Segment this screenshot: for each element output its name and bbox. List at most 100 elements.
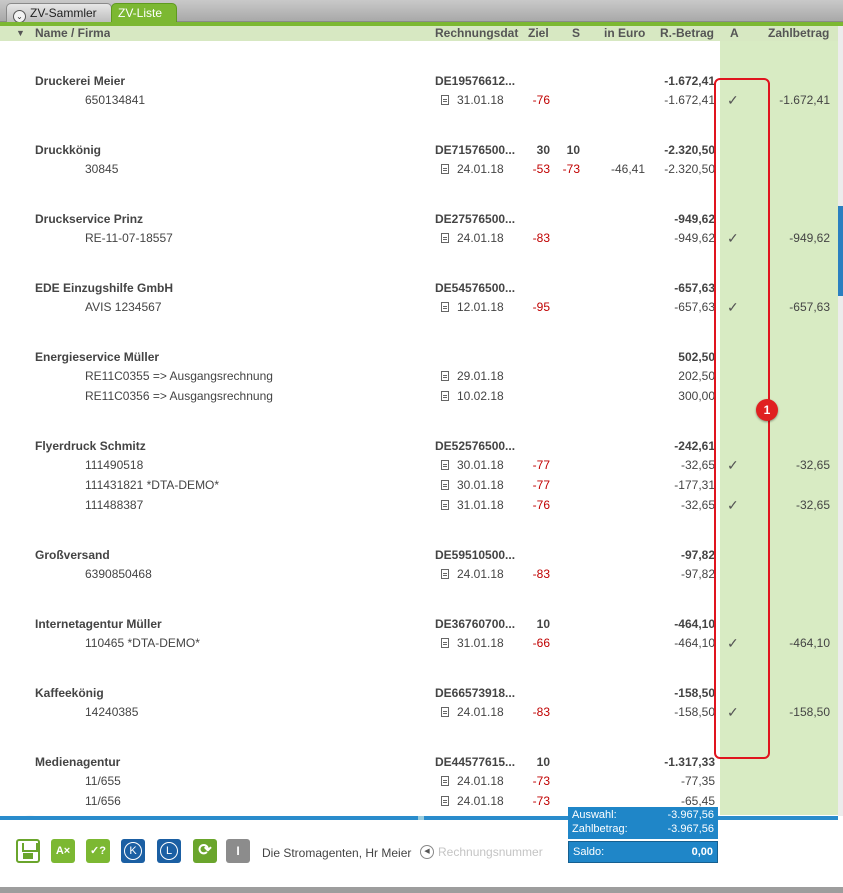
k-button[interactable]: K xyxy=(121,839,145,863)
invoice-reference[interactable]: RE-11-07-18557 xyxy=(85,231,173,245)
rechnungsnummer-search-input[interactable] xyxy=(438,843,558,861)
invoice-zahlbetrag: -158,50 xyxy=(789,705,830,719)
invoice-betrag: 300,00 xyxy=(678,389,715,403)
invoice-reference[interactable]: 11/655 xyxy=(85,774,121,788)
company-name: Druckerei Meier xyxy=(35,74,126,88)
document-icon[interactable] xyxy=(441,776,449,786)
invoice-ziel: -53 xyxy=(532,162,550,176)
col-name[interactable]: Name / Firma xyxy=(35,26,111,40)
invoice-reference[interactable]: 30845 xyxy=(85,162,119,176)
col-r-betrag[interactable]: R.-Betrag xyxy=(660,26,715,40)
check-icon[interactable]: ✓ xyxy=(727,230,739,246)
invoice-betrag: -1.672,41 xyxy=(664,93,715,107)
check-icon[interactable]: ✓ xyxy=(727,704,739,720)
document-icon[interactable] xyxy=(441,460,449,470)
invoice-reference[interactable]: 111490518 xyxy=(85,458,144,472)
invoice-ziel: -73 xyxy=(532,774,550,788)
l-button[interactable]: L xyxy=(157,839,181,863)
invoice-betrag: -949,62 xyxy=(674,231,715,245)
invoice-reference[interactable]: 650134841 xyxy=(85,93,146,107)
company-name: Energieservice Müller xyxy=(35,350,160,364)
invoice-reference[interactable]: 11/656 xyxy=(85,794,121,808)
invoice-ziel: -95 xyxy=(532,300,550,314)
invoice-betrag: -65,45 xyxy=(680,794,715,808)
column-a-background xyxy=(720,41,838,815)
col-a[interactable]: A xyxy=(730,26,739,40)
company-name: Flyerdruck Schmitz xyxy=(35,439,146,453)
invoice-betrag: -657,63 xyxy=(674,300,715,314)
invoice-reference[interactable]: 111431821 *DTA-DEMO* xyxy=(85,478,220,492)
back-arrow-icon[interactable]: ◀ xyxy=(420,845,434,859)
company-name: Kaffeekönig xyxy=(35,686,104,700)
check-icon[interactable]: ✓ xyxy=(727,299,739,315)
document-icon[interactable] xyxy=(441,500,449,510)
clear-selection-button[interactable]: A× xyxy=(51,839,75,863)
invoice-reference[interactable]: AVIS 1234567 xyxy=(85,300,162,314)
col-s[interactable]: S xyxy=(572,26,581,40)
company-total: -1.317,33 xyxy=(664,755,715,769)
document-icon[interactable] xyxy=(441,480,449,490)
invoice-reference[interactable]: RE11C0356 => Ausgangsrechnung xyxy=(85,389,273,403)
invoice-s: -73 xyxy=(562,162,580,176)
invoice-in-euro: -46,41 xyxy=(610,162,645,176)
document-icon[interactable] xyxy=(441,233,449,243)
col-zahlbetrag[interactable]: Zahlbetrag xyxy=(768,26,830,40)
info-icon: I xyxy=(236,844,240,858)
col-in-euro[interactable]: in Euro xyxy=(604,26,646,40)
check-icon[interactable]: ✓ xyxy=(727,497,739,513)
document-icon[interactable] xyxy=(441,796,449,806)
invoice-date: 10.02.18 xyxy=(457,389,504,403)
check-icon[interactable]: ✓ xyxy=(727,92,739,108)
check-icon[interactable]: ✓ xyxy=(727,457,739,473)
zahlbetrag-value: -3.967,56 xyxy=(667,823,714,835)
document-icon[interactable] xyxy=(441,164,449,174)
document-icon[interactable] xyxy=(441,302,449,312)
scrollbar-thumb[interactable] xyxy=(838,206,843,296)
invoice-betrag: -77,35 xyxy=(680,774,715,788)
tab-label: ZV-Sammler xyxy=(30,6,97,20)
document-icon[interactable] xyxy=(441,391,449,401)
invoice-reference[interactable]: 111488387 xyxy=(85,498,144,512)
invoice-reference[interactable]: 110465 *DTA-DEMO* xyxy=(85,636,200,650)
company-total: -97,82 xyxy=(680,548,715,562)
document-icon[interactable] xyxy=(441,707,449,717)
col-ziel[interactable]: Ziel xyxy=(528,26,549,40)
invoice-reference[interactable]: RE11C0355 => Ausgangsrechnung xyxy=(85,369,273,383)
invoice-zahlbetrag: -657,63 xyxy=(789,300,830,314)
invoice-date: 31.01.18 xyxy=(457,93,504,107)
refresh-icon: ⟳ xyxy=(198,842,212,859)
sort-arrow-icon[interactable]: ▼ xyxy=(16,28,25,38)
tab-zv-sammler[interactable]: ⌄ ZV-Sammler xyxy=(6,3,112,23)
company-total: -949,62 xyxy=(674,212,715,226)
invoice-ziel: -76 xyxy=(532,93,550,107)
company-total: -2.320,50 xyxy=(664,143,715,157)
company-total: -1.672,41 xyxy=(664,74,715,88)
check-icon[interactable]: ✓ xyxy=(727,635,739,651)
invoice-betrag: 202,50 xyxy=(678,369,715,383)
check-question-icon: ✓? xyxy=(90,845,106,857)
splitter-grip[interactable] xyxy=(418,816,424,820)
invoice-reference[interactable]: 14240385 xyxy=(85,705,139,719)
save-button[interactable] xyxy=(16,839,40,863)
document-icon[interactable] xyxy=(441,638,449,648)
company-name: Druckkönig xyxy=(35,143,102,157)
refresh-button[interactable]: ⟳ xyxy=(193,839,217,863)
company-ziel: 10 xyxy=(536,617,550,631)
info-button[interactable]: I xyxy=(226,839,250,863)
invoice-date: 30.01.18 xyxy=(457,458,504,472)
zv-list-grid: Druckerei Meier DE19576612... -1.672,41 650… xyxy=(0,41,838,815)
col-rechnungsdatum[interactable]: Rechnungsdat xyxy=(435,26,519,40)
document-icon[interactable] xyxy=(441,569,449,579)
tab-bar: ⌄ ZV-Sammler ZV-Liste xyxy=(0,0,843,23)
invoice-reference[interactable]: 6390850468 xyxy=(85,567,152,581)
company-name: Großversand xyxy=(35,548,110,562)
invoice-date: 29.01.18 xyxy=(457,369,504,383)
tab-zv-liste[interactable]: ZV-Liste xyxy=(111,3,177,22)
invoice-betrag: -32,65 xyxy=(680,498,715,512)
document-icon[interactable] xyxy=(441,95,449,105)
invoice-date: 31.01.18 xyxy=(457,498,504,512)
check-selection-button[interactable]: ✓? xyxy=(86,839,110,863)
document-icon[interactable] xyxy=(441,371,449,381)
vertical-scrollbar[interactable] xyxy=(838,26,843,816)
